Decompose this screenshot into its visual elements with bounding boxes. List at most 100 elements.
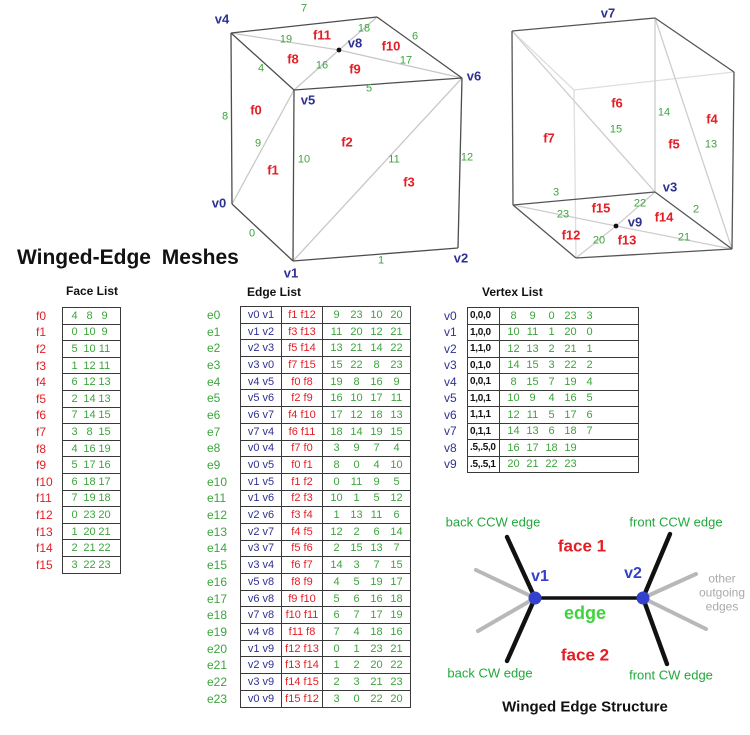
face-edge-indices: 7 19 18 bbox=[62, 489, 121, 508]
value: 2 bbox=[71, 392, 78, 405]
value: 9 bbox=[393, 375, 400, 388]
value: 3 bbox=[333, 692, 340, 705]
value: 0 bbox=[333, 475, 340, 488]
edge-vertices: v5 v6 bbox=[240, 389, 282, 408]
value: 2 bbox=[353, 659, 360, 672]
edge-wing-indices: 3 0 22 20 bbox=[322, 689, 411, 708]
value: 2 bbox=[333, 675, 340, 688]
vertex-edge-indices: 12 11 5 17 6 bbox=[499, 406, 639, 424]
value: 21 bbox=[83, 542, 96, 555]
edge-faces: f13 f14 bbox=[281, 656, 323, 675]
face-id-label: f7 bbox=[36, 424, 47, 439]
vertex-label: v5 bbox=[300, 92, 316, 108]
value: 22 bbox=[390, 342, 403, 355]
face-label: f9 bbox=[349, 61, 361, 77]
edge-vertices: v7 v4 bbox=[240, 422, 282, 441]
value: 12 bbox=[83, 376, 96, 389]
edge-number-label: 17 bbox=[399, 54, 413, 67]
winged-vertex-label: v1 bbox=[531, 568, 549, 585]
value: 1 bbox=[333, 659, 340, 672]
value: 7 bbox=[373, 442, 380, 455]
vertex-id-label: v2 bbox=[444, 341, 457, 356]
vertex-edge-indices: 14 13 6 18 7 bbox=[499, 422, 639, 440]
value: 13 bbox=[330, 342, 343, 355]
face-edge-indices: 6 18 17 bbox=[62, 472, 121, 491]
edge-vertices: v0 v9 bbox=[240, 689, 282, 708]
face-list-row: f13 1 20 21 bbox=[36, 522, 121, 541]
edge-faces: f2 f9 bbox=[281, 389, 323, 408]
vertex-edge-indices: 8 15 7 19 4 bbox=[499, 373, 639, 391]
edge-number-label: 12 bbox=[460, 151, 474, 164]
value: 21 bbox=[390, 642, 403, 655]
edge-list-row: e22 v3 v9 f14 f15 2 3 21 23 bbox=[207, 673, 411, 691]
face-id-label: f6 bbox=[36, 408, 47, 423]
face-list-row: f7 3 8 15 bbox=[36, 423, 121, 441]
edge-wing-indices: 16 10 17 11 bbox=[322, 389, 411, 408]
winged-face-label: face 2 bbox=[560, 645, 610, 665]
face-id-label: f15 bbox=[36, 557, 53, 572]
vertex-list-row: v8 .5,.5,0 16 17 18 19 bbox=[444, 439, 639, 457]
face-edge-indices: 5 17 16 bbox=[62, 456, 121, 474]
value: 21 bbox=[526, 458, 539, 471]
value: 8 bbox=[86, 425, 93, 438]
face-id-label: f9 bbox=[36, 458, 47, 473]
edge-vertices: v4 v5 bbox=[240, 372, 282, 391]
vertex-edge-indices: 10 9 4 16 5 bbox=[499, 389, 639, 407]
edge-number-label: 14 bbox=[657, 106, 671, 119]
value: 7 bbox=[548, 375, 555, 388]
value: 1 bbox=[71, 525, 78, 538]
value: 22 bbox=[370, 692, 383, 705]
value: 13 bbox=[390, 408, 403, 421]
edge-faces: f15 f12 bbox=[281, 689, 323, 708]
face-list-row: f15 3 22 23 bbox=[36, 555, 121, 574]
edge-vertices: v2 v7 bbox=[240, 522, 282, 541]
value: 20 bbox=[98, 508, 111, 521]
value: 6 bbox=[393, 509, 400, 522]
edge-vertices: v3 v9 bbox=[240, 673, 282, 691]
edge-vertices: v0 v5 bbox=[240, 456, 282, 474]
edge-wing-indices: 14 3 7 15 bbox=[322, 556, 411, 574]
edge-list-row: e9 v0 v5 f0 f1 8 0 4 10 bbox=[207, 456, 411, 474]
winged-structure-caption: Winged Edge Structure bbox=[502, 698, 668, 716]
face-id-label: f5 bbox=[36, 391, 47, 406]
vertex-label: v7 bbox=[600, 5, 616, 21]
vertex-edge-indices: 14 15 3 22 2 bbox=[499, 356, 639, 374]
edge-wing-indices: 6 7 17 19 bbox=[322, 606, 411, 625]
value: 3 bbox=[71, 425, 78, 438]
v9-center-dot bbox=[613, 223, 619, 229]
value: 22 bbox=[350, 358, 363, 371]
value: 19 bbox=[564, 375, 577, 388]
vertex-coordinates: .5,.5,0 bbox=[467, 439, 500, 457]
face-id-label: f4 bbox=[36, 375, 47, 390]
value: 16 bbox=[370, 375, 383, 388]
face-list-row: f9 5 17 16 bbox=[36, 456, 121, 474]
vertex-id-label: v4 bbox=[444, 374, 457, 389]
edge-wing-indices: 17 12 18 13 bbox=[322, 406, 411, 424]
value: 16 bbox=[507, 441, 520, 454]
value: 11 bbox=[98, 342, 111, 355]
value: 16 bbox=[370, 592, 383, 605]
edge-vertices: v2 v6 bbox=[240, 506, 282, 524]
value: 3 bbox=[353, 559, 360, 572]
edge-wing-indices: 15 22 8 23 bbox=[322, 356, 411, 374]
value: 7 bbox=[373, 559, 380, 572]
edge-faces: f1 f12 bbox=[281, 306, 323, 324]
value: 20 bbox=[83, 525, 96, 538]
face-list-row: f10 6 18 17 bbox=[36, 472, 121, 491]
edge-faces: f12 f13 bbox=[281, 639, 323, 658]
edge-wing-indices: 19 8 16 9 bbox=[322, 372, 411, 391]
face-label: f8 bbox=[287, 51, 299, 67]
value: 5 bbox=[333, 592, 340, 605]
vertex-list-row: v6 1,1,1 12 11 5 17 6 bbox=[444, 406, 639, 424]
value: 15 bbox=[98, 409, 111, 422]
face-label: f11 bbox=[312, 27, 332, 43]
value: 7 bbox=[393, 542, 400, 555]
face-id-label: f8 bbox=[36, 441, 47, 456]
value: 18 bbox=[370, 408, 383, 421]
value: 17 bbox=[370, 609, 383, 622]
edge-id-label: e11 bbox=[207, 491, 227, 506]
edge-number-label: 0 bbox=[248, 227, 256, 240]
cube-left-diagonal-edges bbox=[230, 16, 463, 262]
edge-number-label: 10 bbox=[297, 153, 311, 166]
